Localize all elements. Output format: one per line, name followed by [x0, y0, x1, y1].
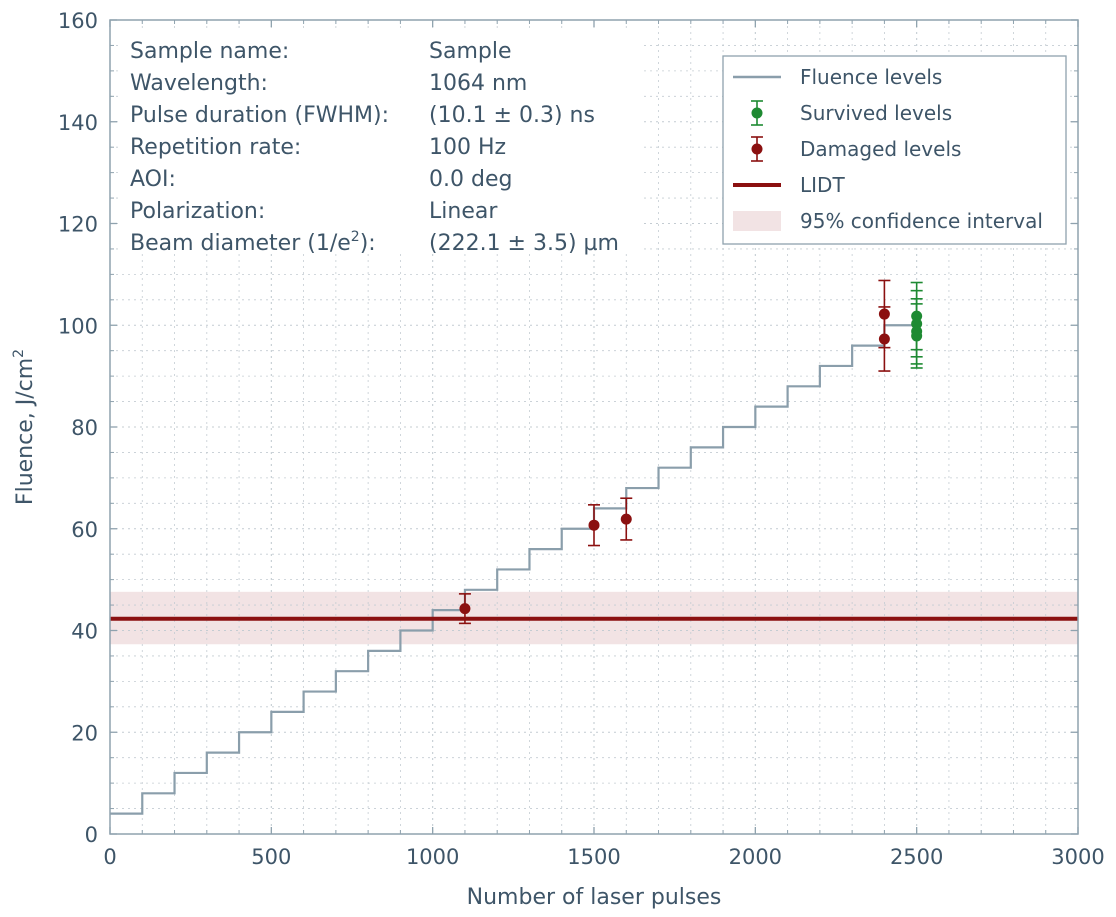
- legend-swatch-damaged-marker: [751, 143, 763, 155]
- x-tick-label: 3000: [1051, 845, 1104, 869]
- y-axis-title: Fluence, J/cm2: [11, 349, 38, 505]
- legend-label-damaged: Damaged levels: [800, 137, 961, 161]
- legend: Fluence levels Survived levels Damaged lev…: [722, 55, 1067, 245]
- data-layer: [110, 279, 1078, 815]
- legend-label-fluence: Fluence levels: [800, 65, 942, 89]
- x-tick-label: 2500: [890, 845, 943, 869]
- y-tick-label: 100: [58, 314, 98, 338]
- info-label: Pulse duration (FWHM):: [130, 103, 389, 128]
- info-label: Repetition rate:: [130, 135, 301, 160]
- info-label-suffix: ):: [360, 231, 376, 256]
- damaged-point: [620, 497, 633, 541]
- info-background: [122, 32, 642, 254]
- legend-label-ci: 95% confidence interval: [800, 209, 1043, 233]
- info-value: 1064 nm: [429, 71, 527, 96]
- info-value: Linear: [429, 199, 498, 224]
- damaged-point-marker: [588, 519, 600, 531]
- damaged-point-marker: [878, 333, 890, 345]
- damaged-point: [588, 504, 600, 547]
- legend-label-lidt: LIDT: [800, 173, 845, 197]
- y-tick-label: 0: [85, 823, 98, 847]
- grid-layer: [110, 20, 1078, 834]
- y-tick-label: 80: [71, 416, 98, 440]
- survived-point-marker: [911, 330, 923, 342]
- info-label-superscript: 2: [351, 229, 360, 245]
- x-tick-label: 1000: [406, 845, 459, 869]
- info-value: 0.0 deg: [429, 167, 512, 192]
- y-tick-label: 20: [71, 721, 98, 745]
- y-axis-title-main: Fluence, J/cm: [13, 358, 38, 505]
- damaged-point: [458, 593, 471, 625]
- ticks-layer: 0 500 1000 1500 2000 2500 3000 0 20 40 60 80 100 120 1…: [58, 9, 1105, 869]
- info-label: AOI:: [130, 167, 176, 192]
- x-tick-label: 2000: [729, 845, 782, 869]
- fluence-levels-line: [110, 324, 917, 815]
- info-label: Sample name:: [130, 39, 289, 64]
- damaged-point-marker: [459, 603, 471, 615]
- legend-swatch-survived-marker: [751, 107, 763, 119]
- x-tick-label: 0: [103, 845, 116, 869]
- y-tick-label: 140: [58, 111, 98, 135]
- info-value: 100 Hz: [429, 135, 506, 160]
- info-value: (222.1 ± 3.5) µm: [429, 231, 619, 256]
- info-label: Polarization:: [130, 199, 265, 224]
- info-label: Beam diameter (1/e2):: [130, 229, 376, 256]
- legend-label-survived: Survived levels: [800, 101, 952, 125]
- y-tick-label: 40: [71, 620, 98, 644]
- info-label: Wavelength:: [130, 71, 268, 96]
- y-tick-label: 160: [58, 9, 98, 33]
- y-tick-label: 120: [58, 213, 98, 237]
- damaged-point: [878, 306, 891, 372]
- x-axis-title: Number of laser pulses: [467, 885, 722, 910]
- y-axis-title-superscript: 2: [11, 349, 27, 358]
- x-tick-label: 1500: [567, 845, 620, 869]
- info-value: (10.1 ± 0.3) ns: [429, 103, 595, 128]
- survived-point: [910, 303, 923, 369]
- sample-info-block: Sample name: Sample Wavelength: 1064 nm Puls…: [122, 32, 642, 256]
- y-tick-label: 60: [71, 518, 98, 542]
- damaged-point-marker: [620, 513, 632, 525]
- info-value: Sample: [429, 39, 512, 64]
- x-tick-label: 500: [251, 845, 291, 869]
- axis-titles: Number of laser pulses Fluence, J/cm2: [11, 349, 721, 910]
- legend-swatch-ci: [733, 211, 781, 231]
